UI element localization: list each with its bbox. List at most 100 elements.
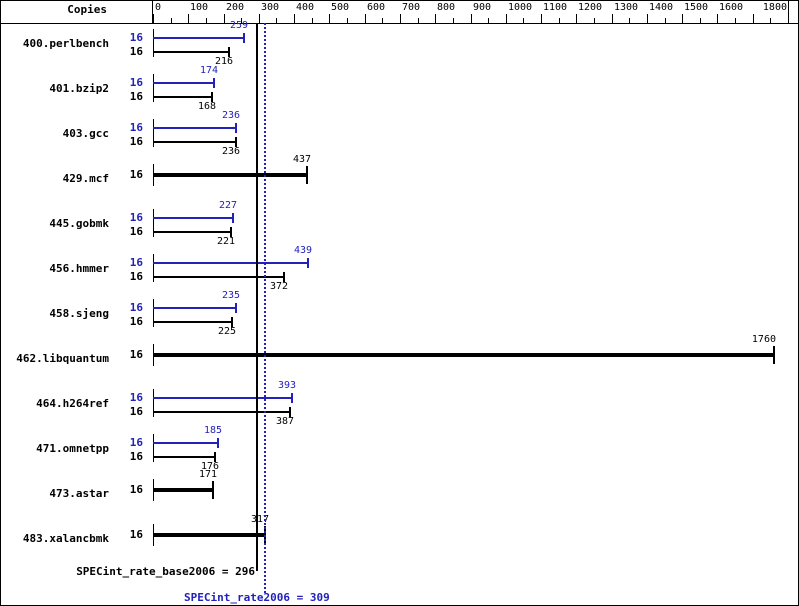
x-axis-tick-label: 1200 xyxy=(578,2,603,13)
x-tick-minor xyxy=(347,18,348,23)
bar-peak xyxy=(153,442,218,444)
x-tick-major xyxy=(788,14,789,23)
x-tick-minor xyxy=(276,18,277,23)
copies-value-base: 16 xyxy=(129,450,143,463)
x-axis-tick-label: 700 xyxy=(402,2,421,13)
benchmark-name: 456.hmmer xyxy=(49,262,109,275)
x-tick-major xyxy=(435,14,436,23)
x-tick-minor xyxy=(206,18,207,23)
row-origin-tick xyxy=(153,299,154,327)
x-tick-major xyxy=(365,14,366,23)
copies-value-base: 16 xyxy=(129,483,143,496)
row-origin-tick xyxy=(153,254,154,282)
axis-left-rule xyxy=(152,1,153,23)
x-axis-tick-label: 1100 xyxy=(543,2,568,13)
bar-end-cap-base xyxy=(230,227,232,237)
x-tick-major xyxy=(541,14,542,23)
copies-value-peak: 16 xyxy=(129,391,143,404)
benchmark-name: 403.gcc xyxy=(62,127,109,140)
x-axis-tick-label: 0 xyxy=(155,2,162,13)
copies-value-peak: 16 xyxy=(129,211,143,224)
bar-base xyxy=(153,96,212,98)
copies-value-peak: 16 xyxy=(129,256,143,269)
bar-value-peak: 439 xyxy=(294,245,313,256)
row-origin-tick xyxy=(153,389,154,417)
bar-value-base: 216 xyxy=(215,56,234,67)
x-tick-minor xyxy=(629,18,630,23)
benchmark-name: 464.h264ref xyxy=(36,397,109,410)
x-tick-major xyxy=(188,14,189,23)
bar-base xyxy=(153,51,229,53)
row-origin-tick xyxy=(153,74,154,102)
bar-value-base: 372 xyxy=(270,281,289,292)
copies-value-peak: 16 xyxy=(129,31,143,44)
benchmark-name: 401.bzip2 xyxy=(49,82,109,95)
x-tick-minor xyxy=(523,18,524,23)
bar-end-cap-base xyxy=(283,272,285,282)
peak-mean-label: SPECint_rate2006 = 309 xyxy=(184,591,330,604)
x-tick-minor xyxy=(735,18,736,23)
x-tick-minor xyxy=(488,18,489,23)
peak-mean-line xyxy=(264,23,266,593)
x-tick-major xyxy=(224,14,225,23)
x-tick-major xyxy=(471,14,472,23)
bar-end-cap-base xyxy=(773,346,775,364)
x-tick-minor xyxy=(418,18,419,23)
bar-peak xyxy=(153,307,236,309)
bar-base xyxy=(153,456,215,458)
bar-base xyxy=(153,533,265,537)
x-tick-major xyxy=(153,14,154,23)
copies-value-base: 16 xyxy=(129,405,143,418)
x-tick-major xyxy=(400,14,401,23)
bar-end-cap-peak xyxy=(217,438,219,448)
x-tick-major xyxy=(717,14,718,23)
x-axis-tick-label: 900 xyxy=(473,2,492,13)
bar-end-cap-base xyxy=(228,47,230,57)
x-tick-minor xyxy=(171,18,172,23)
copies-value-peak: 16 xyxy=(129,301,143,314)
bar-value-base: 1760 xyxy=(751,334,776,345)
x-axis-tick-label: 1600 xyxy=(719,2,744,13)
bar-base xyxy=(153,231,231,233)
copies-value-base: 16 xyxy=(129,315,143,328)
x-tick-major xyxy=(647,14,648,23)
benchmark-name: 429.mcf xyxy=(62,172,109,185)
x-tick-minor xyxy=(665,18,666,23)
bar-end-cap-peak xyxy=(307,258,309,268)
header-underline xyxy=(1,23,798,24)
bar-value-base: 236 xyxy=(222,146,241,157)
copies-value-base: 16 xyxy=(129,168,143,181)
bar-value-base: 176 xyxy=(201,461,220,472)
bar-end-cap-base xyxy=(231,317,233,327)
bar-end-cap-base xyxy=(211,92,213,102)
x-tick-major xyxy=(259,14,260,23)
copies-value-base: 16 xyxy=(129,90,143,103)
bar-end-cap-base xyxy=(235,137,237,147)
x-tick-minor xyxy=(594,18,595,23)
benchmark-name: 473.astar xyxy=(49,487,109,500)
x-tick-major xyxy=(506,14,507,23)
bar-end-cap-base xyxy=(289,407,291,417)
bar-value-peak: 235 xyxy=(222,290,241,301)
x-tick-major xyxy=(612,14,613,23)
row-origin-tick xyxy=(153,209,154,237)
bar-value-peak: 393 xyxy=(278,380,297,391)
axis-right-rule xyxy=(788,1,789,23)
x-axis-tick-label: 600 xyxy=(367,2,386,13)
x-tick-major xyxy=(329,14,330,23)
benchmark-name: 471.omnetpp xyxy=(36,442,109,455)
x-tick-major xyxy=(753,14,754,23)
bar-base xyxy=(153,276,284,278)
benchmark-name: 483.xalancbmk xyxy=(22,532,109,545)
copies-value-peak: 16 xyxy=(129,436,143,449)
bar-end-cap-peak xyxy=(232,213,234,223)
x-tick-minor xyxy=(559,18,560,23)
x-tick-minor xyxy=(241,18,242,23)
bar-value-base: 437 xyxy=(293,154,312,165)
x-tick-minor xyxy=(312,18,313,23)
row-origin-tick xyxy=(153,434,154,462)
x-axis-tick-label: 200 xyxy=(226,2,245,13)
bar-end-cap-peak xyxy=(235,123,237,133)
bar-value-peak: 227 xyxy=(219,200,238,211)
